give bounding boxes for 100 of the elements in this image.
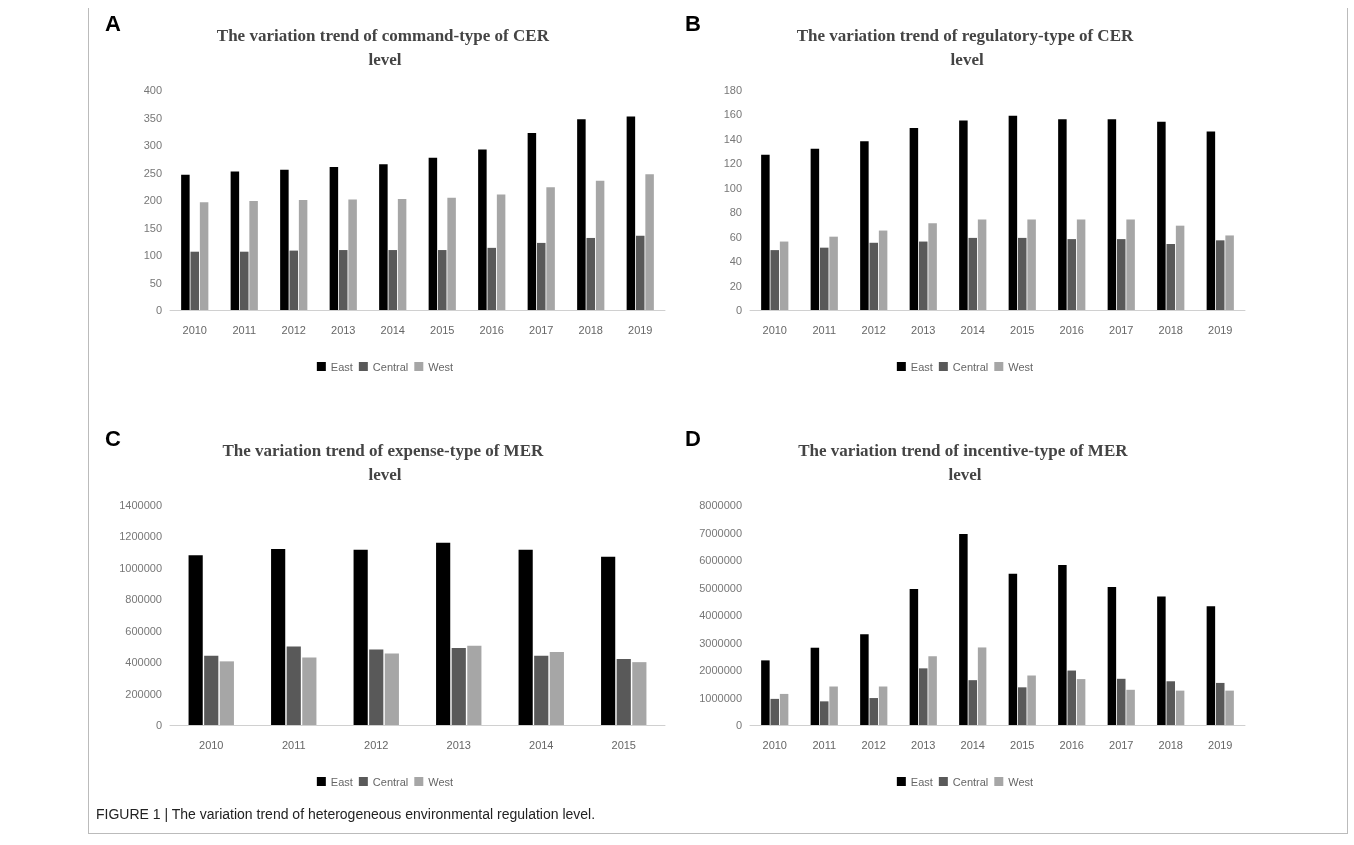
- bar: [181, 174, 190, 310]
- y-tick-label: 120: [723, 157, 742, 170]
- x-tick-label: 2017: [529, 323, 554, 336]
- legend-label: West: [428, 360, 454, 373]
- bar: [626, 116, 636, 310]
- x-tick-label: 2014: [529, 738, 554, 751]
- bar: [1018, 687, 1027, 725]
- bar: [761, 154, 770, 310]
- x-tick-label: 2016: [479, 323, 504, 336]
- x-tick-label: 2017: [1109, 323, 1134, 336]
- bar: [1157, 596, 1166, 725]
- bar: [388, 250, 397, 310]
- bar: [779, 241, 789, 310]
- bar: [1206, 606, 1216, 725]
- bar: [1206, 131, 1216, 310]
- x-tick-label: 2018: [578, 323, 603, 336]
- text: D: [685, 425, 701, 451]
- y-tick-label: 80: [729, 206, 742, 219]
- legend-label: East: [330, 360, 353, 373]
- bar: [1126, 689, 1135, 725]
- bar: [496, 194, 506, 310]
- y-tick-label: 600000: [125, 624, 162, 637]
- bar: [298, 200, 308, 310]
- y-tick-label: 0: [155, 719, 162, 731]
- legend-label: Central: [952, 360, 989, 373]
- bar: [428, 157, 438, 310]
- bar: [436, 542, 451, 725]
- x-tick-label: 2014: [960, 323, 985, 336]
- y-tick-label: 160: [723, 108, 742, 121]
- y-tick-label: 400: [143, 84, 162, 96]
- bar: [878, 686, 888, 725]
- y-tick-label: 8000000: [699, 499, 742, 511]
- bar: [1117, 239, 1126, 310]
- bar: [632, 662, 647, 725]
- y-tick-label: 400000: [125, 656, 162, 669]
- bar: [1225, 235, 1234, 310]
- bar: [919, 668, 928, 725]
- bar: [829, 236, 838, 310]
- bar: [1058, 564, 1067, 725]
- bar: [601, 556, 616, 725]
- y-tick-label: 50: [149, 276, 162, 289]
- chart-title: The variation trend of command-type of CER level: [216, 25, 554, 69]
- x-tick-label: 2018: [1158, 323, 1183, 336]
- y-tick-label: 250: [143, 166, 162, 179]
- bar: [549, 651, 564, 725]
- bar: [271, 549, 286, 725]
- bar: [1027, 219, 1036, 310]
- legend-label: Central: [372, 360, 409, 373]
- x-tick-label: 2010: [182, 323, 207, 336]
- bar: [820, 701, 829, 725]
- bar: [1107, 586, 1117, 725]
- y-tick-label: 7000000: [699, 526, 742, 539]
- bar: [302, 657, 317, 725]
- x-tick-label: 2015: [611, 738, 636, 751]
- bar: [280, 169, 289, 310]
- bar: [770, 698, 779, 725]
- bar: [451, 648, 466, 725]
- bar: [1058, 119, 1067, 310]
- bar: [188, 555, 203, 725]
- bar: [249, 201, 258, 310]
- legend-label: West: [1008, 775, 1034, 788]
- chart-title: The variation trend of regulatory-type of CER level: [796, 25, 1134, 69]
- y-tick-label: 150: [143, 221, 162, 234]
- bar: [1225, 690, 1234, 725]
- bar: [230, 171, 240, 310]
- bar: [286, 646, 301, 725]
- y-tick-label: 140: [723, 132, 742, 145]
- y-tick-label: 1400000: [119, 499, 162, 511]
- bar: [537, 242, 546, 310]
- x-tick-label: 2015: [1010, 738, 1035, 751]
- bar: [204, 655, 219, 725]
- y-tick-label: 6000000: [699, 554, 742, 566]
- chart-title: The variation trend of expense-type of MER level: [222, 440, 548, 484]
- bar: [289, 250, 298, 310]
- bar: [810, 647, 820, 725]
- bar: [1157, 121, 1166, 310]
- y-tick-label: 3000000: [699, 636, 742, 649]
- caption: FIGURE 1 | The variation trend of heterogeneous environmental regulation level.: [96, 806, 596, 822]
- bar: [645, 174, 654, 310]
- bar: [761, 660, 770, 725]
- x-tick-label: 2016: [1059, 738, 1084, 751]
- bar: [928, 656, 937, 725]
- y-tick-label: 40: [729, 255, 742, 268]
- x-tick-label: 2010: [762, 323, 787, 336]
- bar: [219, 661, 234, 725]
- bar: [636, 235, 645, 310]
- bar: [820, 247, 829, 310]
- bar: [438, 250, 447, 310]
- x-tick-label: 2013: [911, 738, 936, 751]
- legend-label: East: [910, 775, 933, 788]
- bar: [1067, 239, 1076, 310]
- bar: [878, 230, 888, 310]
- x-tick-label: 2013: [331, 323, 356, 336]
- bar: [779, 693, 789, 725]
- x-tick-label: 2013: [911, 323, 936, 336]
- x-tick-label: 2018: [1158, 738, 1183, 751]
- bar: [329, 167, 339, 310]
- bar: [977, 219, 987, 310]
- bar: [810, 148, 820, 310]
- bar: [1008, 115, 1018, 310]
